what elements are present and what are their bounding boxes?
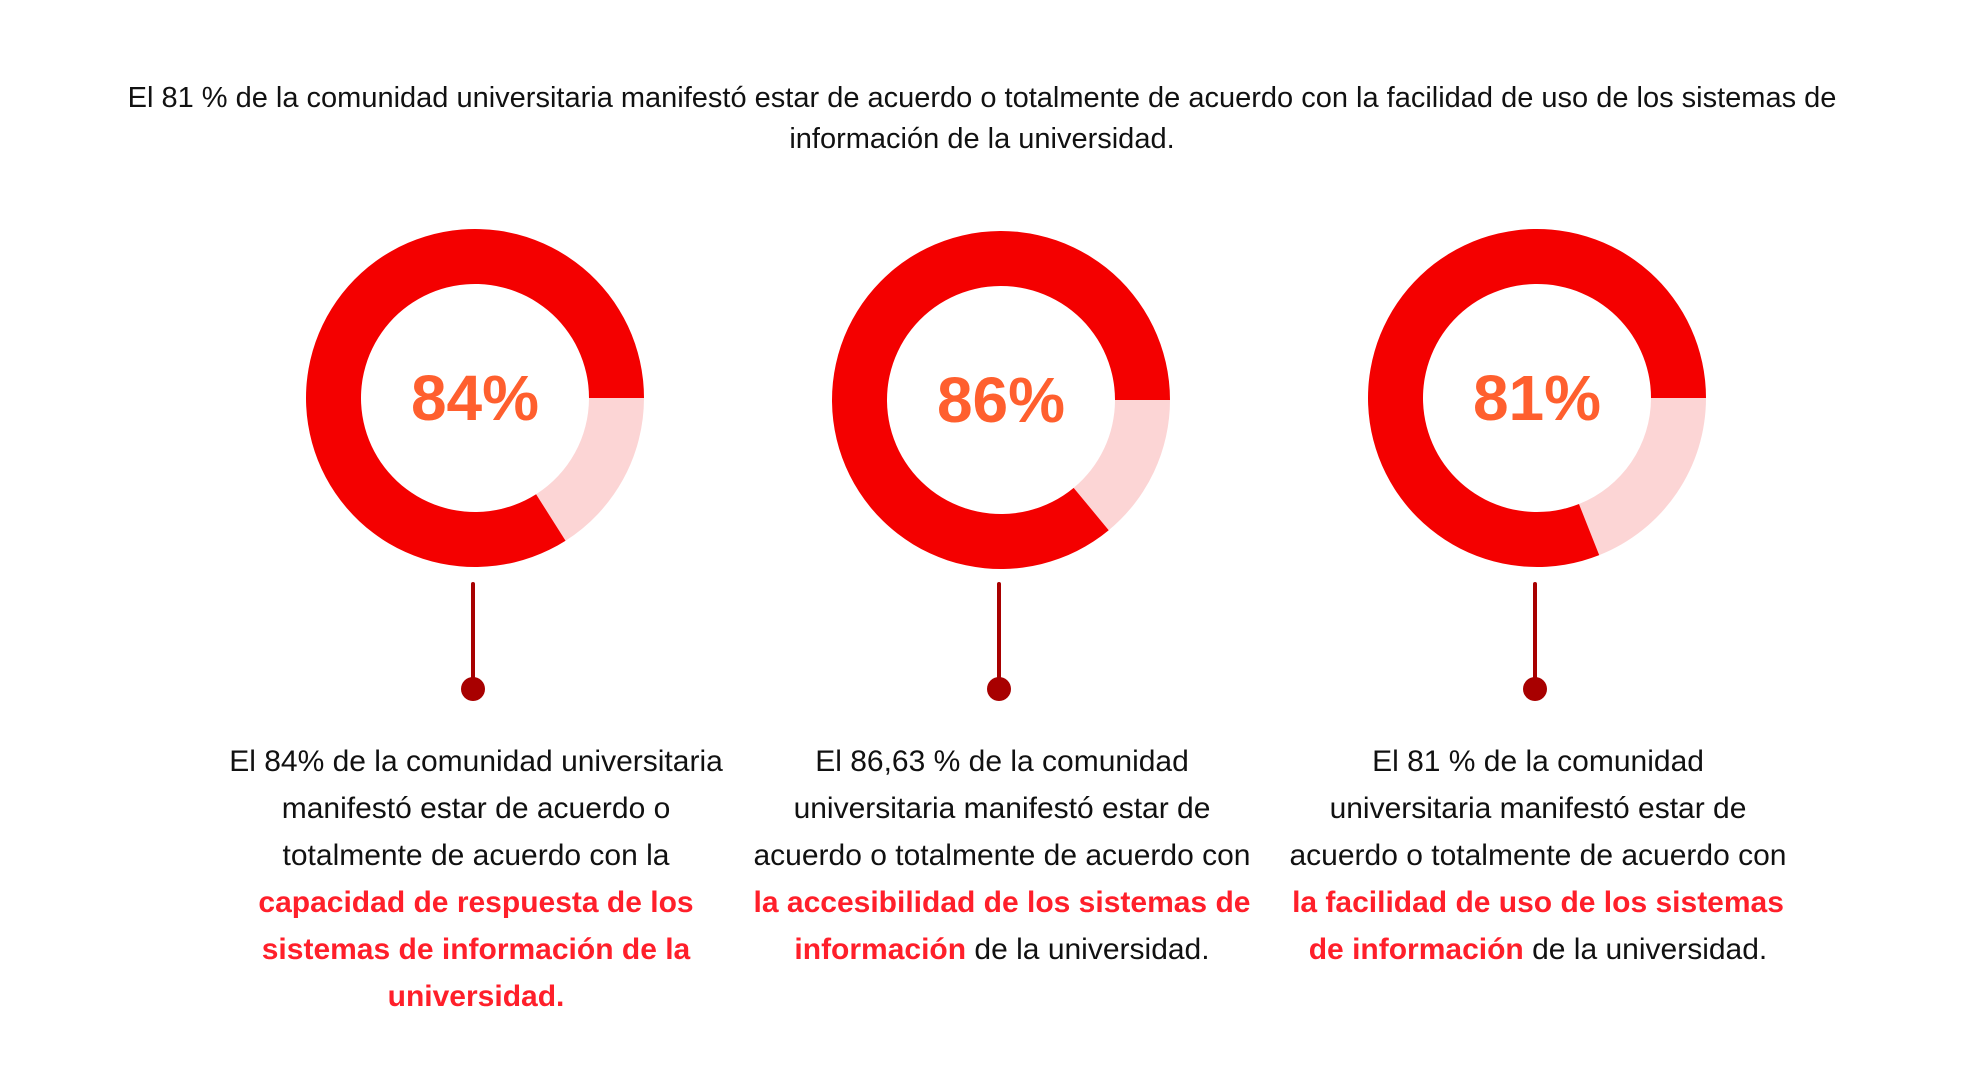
donut-percent-label: 86% <box>937 364 1065 436</box>
headline: El 81 % de la comunidad universitaria ma… <box>127 82 1837 155</box>
donut-percent-label: 81% <box>1473 362 1601 434</box>
donut-slice-remainder <box>1578 398 1706 556</box>
description-text-end: de la universidad. <box>1523 933 1768 966</box>
donut-slice-value <box>1368 228 1706 567</box>
description-2: El 86,63 % de la comunidad universitaria… <box>752 738 1252 973</box>
connector-dot <box>461 677 485 701</box>
description-highlight: la facilidad de uso de los sistemas de i… <box>1292 886 1784 966</box>
description-highlight: capacidad de respuesta de los sistemas d… <box>258 886 694 1013</box>
description-text: El 86,63 % de la comunidad universitaria… <box>753 745 1251 872</box>
description-highlight: la accesibilidad de los sistemas de info… <box>753 886 1251 966</box>
donut-slice-remainder <box>536 398 644 541</box>
description-1: El 84% de la comunidad universitaria man… <box>226 738 726 1020</box>
donut-slice-value <box>306 228 644 567</box>
donut-slice-value <box>832 230 1170 569</box>
donut-percent-label: 84% <box>411 362 539 434</box>
donut-slice-remainder <box>1073 400 1170 531</box>
connector-dot <box>1523 677 1547 701</box>
connector-dot <box>987 677 1011 701</box>
description-text: El 81 % de la comunidad universitaria ma… <box>1289 745 1787 872</box>
description-text-end: de la universidad. <box>966 933 1210 966</box>
description-text: El 84% de la comunidad universitaria man… <box>229 745 723 872</box>
description-3: El 81 % de la comunidad universitaria ma… <box>1288 738 1788 973</box>
